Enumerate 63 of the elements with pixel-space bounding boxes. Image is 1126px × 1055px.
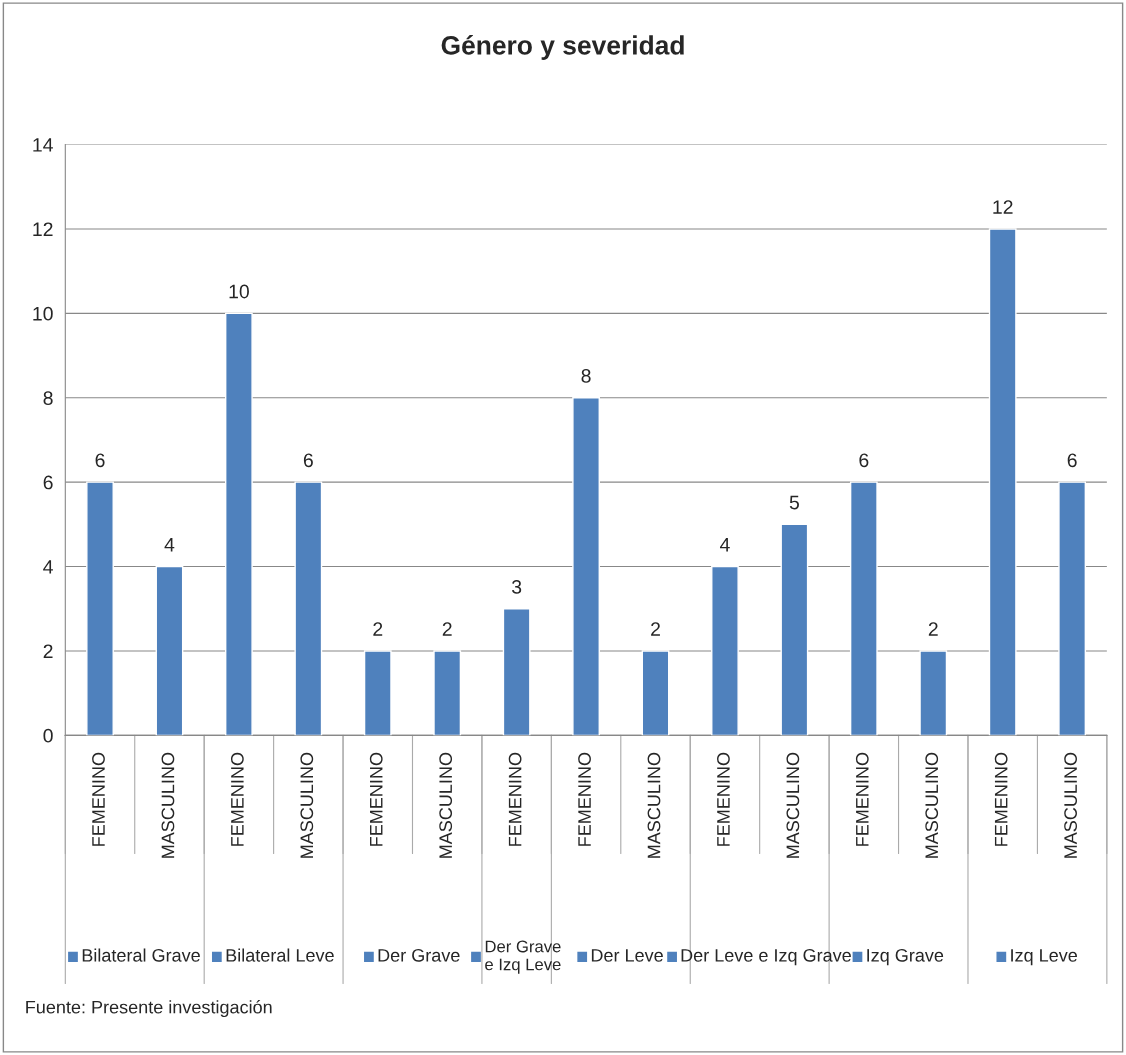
- data-label: 6: [303, 453, 313, 468]
- data-label: 12: [993, 200, 1013, 214]
- bar: [294, 481, 323, 736]
- x-tick-label: MASCULINO: [786, 752, 800, 858]
- y-tick-label: 2: [43, 644, 53, 658]
- data-label: 4: [164, 538, 175, 552]
- bar: [86, 481, 114, 736]
- x-tick-label: FEMENINO: [855, 752, 869, 846]
- data-label: 2: [442, 622, 452, 636]
- y-tick-label: 10: [33, 306, 53, 321]
- x-tick-label: FEMENINO: [717, 752, 730, 846]
- y-tick-label: 4: [43, 560, 53, 574]
- x-tick-label: FEMENINO: [508, 752, 522, 846]
- x-tick-label: FEMENINO: [578, 752, 591, 846]
- bar: [363, 650, 392, 736]
- data-label: 2: [651, 622, 660, 636]
- bar: [502, 608, 531, 736]
- data-label: 2: [373, 622, 383, 636]
- data-label: 6: [859, 453, 869, 468]
- legend-label: Der Leve: [591, 949, 663, 962]
- x-tick-label: MASCULINO: [647, 752, 661, 858]
- y-tick-label: 6: [43, 475, 53, 490]
- data-label: 5: [789, 495, 799, 510]
- data-label: 10: [229, 284, 249, 299]
- bar: [711, 565, 739, 736]
- data-label: 2: [928, 622, 938, 636]
- bar: [849, 481, 878, 736]
- bar: [780, 523, 809, 736]
- data-label: 3: [511, 580, 522, 594]
- x-tick-label: MASCULINO: [161, 752, 175, 858]
- x-tick-label: FEMENINO: [369, 752, 383, 846]
- source-note: Fuente: Presente investigación: [26, 1000, 272, 1018]
- bar: [225, 312, 253, 736]
- x-tick-label: MASCULINO: [1064, 752, 1077, 858]
- data-label: 4: [720, 538, 730, 552]
- x-tick-label: MASCULINO: [925, 752, 939, 858]
- legend-label: Der Grave: [378, 948, 460, 962]
- data-label: 6: [95, 453, 105, 468]
- y-tick-label: 8: [43, 391, 53, 405]
- bar: [155, 565, 184, 736]
- x-tick-label: FEMENINO: [994, 752, 1008, 846]
- x-tick-label: FEMENINO: [230, 752, 244, 846]
- bar: [919, 650, 948, 736]
- x-tick-label: FEMENINO: [92, 752, 105, 846]
- legend-label: Der Grave e Izq Leve: [485, 940, 561, 974]
- bar: [572, 397, 600, 736]
- legend-label: Izq Grave: [867, 948, 944, 966]
- legend-label: Izq Leve: [1011, 949, 1077, 966]
- chart-title: Género y severidad: [441, 35, 684, 60]
- legend-label: Bilateral Grave: [82, 948, 200, 962]
- bar: [641, 650, 670, 736]
- bar: [1058, 481, 1087, 736]
- bar: [988, 228, 1017, 736]
- x-tick-label: MASCULINO: [300, 752, 314, 858]
- data-label: 6: [1067, 453, 1077, 468]
- legend-label: Bilateral Leve: [226, 948, 334, 962]
- data-label: 8: [581, 369, 591, 383]
- legend-label: Der Leve e Izq Grave: [681, 948, 851, 966]
- y-tick-label: 12: [33, 222, 53, 236]
- x-tick-label: MASCULINO: [439, 752, 453, 858]
- y-tick-label: 14: [33, 138, 53, 152]
- y-tick-label: 0: [43, 728, 53, 743]
- bar: [433, 650, 462, 736]
